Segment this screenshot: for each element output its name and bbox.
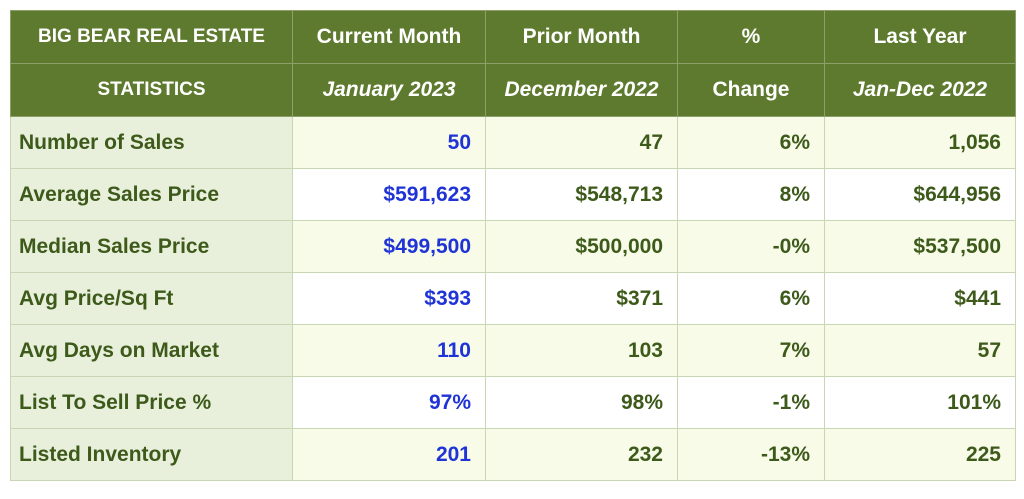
percent-change-value: -0%: [677, 220, 825, 273]
table-row: Average Sales Price $591,623 $548,713 8% $64…: [10, 168, 1016, 221]
row-label: Listed Inventory: [10, 428, 293, 481]
table-row: Avg Price/Sq Ft $393 $371 6% $441: [10, 272, 1016, 325]
percent-change-value: 6%: [677, 272, 825, 325]
prior-month-value: 98%: [485, 376, 678, 429]
row-label: Avg Price/Sq Ft: [10, 272, 293, 325]
col-last-year-title: Last Year: [824, 10, 1016, 64]
table-row: Number of Sales 50 47 6% 1,056: [10, 116, 1016, 169]
table-row: Avg Days on Market 110 103 7% 57: [10, 324, 1016, 377]
current-month-value: $393: [292, 272, 486, 325]
prior-month-value: $548,713: [485, 168, 678, 221]
prior-month-value: 232: [485, 428, 678, 481]
col-current-month-period: January 2023: [292, 63, 486, 117]
percent-change-value: -13%: [677, 428, 825, 481]
last-year-value: 1,056: [824, 116, 1016, 169]
col-last-year-period: Jan-Dec 2022: [824, 63, 1016, 117]
row-label: Avg Days on Market: [10, 324, 293, 377]
row-label: Number of Sales: [10, 116, 293, 169]
corner-title-line1: BIG BEAR REAL ESTATE: [10, 10, 293, 64]
col-percent-change-title: %: [677, 10, 825, 64]
last-year-value: $441: [824, 272, 1016, 325]
last-year-value: $644,956: [824, 168, 1016, 221]
table-body: Number of Sales 50 47 6% 1,056 Average Sales …: [10, 116, 1016, 481]
row-label: List To Sell Price %: [10, 376, 293, 429]
col-current-month-title: Current Month: [292, 10, 486, 64]
last-year-value: 57: [824, 324, 1016, 377]
table-header: BIG BEAR REAL ESTATE Current Month Prior…: [10, 10, 1016, 117]
current-month-value: 201: [292, 428, 486, 481]
current-month-value: $499,500: [292, 220, 486, 273]
table-row: Listed Inventory 201 232 -13% 225: [10, 428, 1016, 481]
row-label: Median Sales Price: [10, 220, 293, 273]
prior-month-value: $371: [485, 272, 678, 325]
percent-change-value: 7%: [677, 324, 825, 377]
header-row-1: BIG BEAR REAL ESTATE Current Month Prior…: [10, 10, 1016, 64]
last-year-value: 225: [824, 428, 1016, 481]
col-prior-month-title: Prior Month: [485, 10, 678, 64]
col-percent-change-subtitle: Change: [677, 63, 825, 117]
last-year-value: 101%: [824, 376, 1016, 429]
header-row-2: STATISTICS January 2023 December 2022 Ch…: [10, 63, 1016, 117]
current-month-value: 97%: [292, 376, 486, 429]
percent-change-value: 8%: [677, 168, 825, 221]
table-row: List To Sell Price % 97% 98% -1% 101%: [10, 376, 1016, 429]
current-month-value: 110: [292, 324, 486, 377]
current-month-value: 50: [292, 116, 486, 169]
prior-month-value: $500,000: [485, 220, 678, 273]
last-year-value: $537,500: [824, 220, 1016, 273]
real-estate-stats-table: BIG BEAR REAL ESTATE Current Month Prior…: [10, 10, 1016, 481]
prior-month-value: 47: [485, 116, 678, 169]
current-month-value: $591,623: [292, 168, 486, 221]
percent-change-value: 6%: [677, 116, 825, 169]
corner-title-line2: STATISTICS: [10, 63, 293, 117]
table-row: Median Sales Price $499,500 $500,000 -0% $53…: [10, 220, 1016, 273]
prior-month-value: 103: [485, 324, 678, 377]
row-label: Average Sales Price: [10, 168, 293, 221]
col-prior-month-period: December 2022: [485, 63, 678, 117]
percent-change-value: -1%: [677, 376, 825, 429]
